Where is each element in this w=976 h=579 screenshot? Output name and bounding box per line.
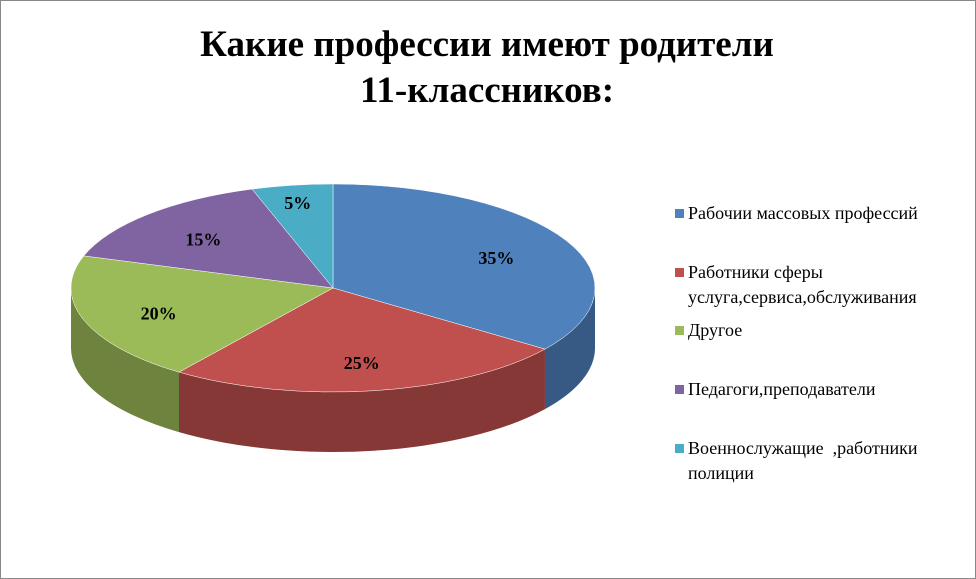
slice <box>332 183 596 350</box>
slice-side <box>71 288 180 433</box>
data-label: 15% <box>185 230 221 250</box>
slice <box>70 255 334 373</box>
legend-label: Работники сферы услуга,сервиса,обслужива… <box>688 261 917 307</box>
legend-swatch <box>675 326 684 336</box>
legend-label: Военнослужащие ,работники полиции <box>688 437 922 483</box>
slice-side <box>544 288 595 410</box>
legend-label: Рабочии массовых профессий <box>688 203 918 223</box>
data-label: 25% <box>344 353 380 373</box>
data-label: 20% <box>141 304 177 324</box>
legend-label: Другое <box>688 320 743 341</box>
slice <box>178 287 546 393</box>
legend-swatch <box>675 443 684 453</box>
slice <box>83 188 334 289</box>
chart-title: Какие профессии имеют родители 11-классн… <box>200 24 774 111</box>
legend-swatch <box>675 209 684 218</box>
data-label: 35% <box>478 248 514 268</box>
slice-side <box>179 349 545 453</box>
legend-swatch <box>675 385 684 395</box>
data-label: 5% <box>284 193 311 213</box>
legend-swatch <box>675 267 684 277</box>
slice <box>251 183 334 289</box>
legend-label: Педагоги,преподаватели <box>688 379 876 400</box>
